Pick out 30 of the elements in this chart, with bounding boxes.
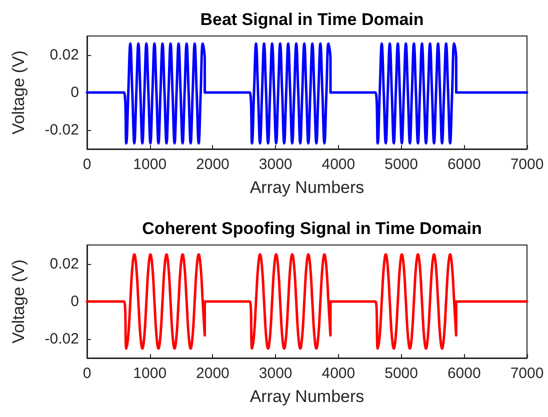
y-tick-label: -0.02 — [44, 122, 79, 139]
x-axis-title: Array Numbers — [250, 386, 364, 406]
x-tick-label: 6000 — [447, 364, 481, 382]
x-tick-label: 4000 — [322, 156, 356, 173]
chart-title: Beat Signal in Time Domain — [200, 10, 424, 29]
y-tick-label: 0.02 — [50, 46, 79, 64]
x-tick-label: 2000 — [196, 364, 230, 382]
x-tick-label: 5000 — [384, 364, 418, 382]
chart-title: Coherent Spoofing Signal in Time Domain — [142, 218, 482, 238]
x-axis-title: Array Numbers — [250, 178, 364, 197]
line-series — [86, 252, 528, 350]
y-tick-label: 0.02 — [50, 254, 79, 272]
x-tick-label: 0 — [82, 156, 92, 173]
x-tick-label: 7000 — [510, 156, 544, 173]
x-tick-label: 6000 — [447, 156, 481, 173]
x-tick-label: 3000 — [258, 364, 292, 382]
y-tick-label: 0 — [70, 84, 79, 101]
x-tick-label: 1000 — [133, 156, 167, 173]
y-tick-label: -0.02 — [44, 330, 79, 348]
y-tick-label: 0 — [70, 292, 79, 310]
x-tick-label: 1000 — [133, 364, 167, 382]
x-tick-label: 2000 — [196, 156, 230, 173]
x-tick-label: 7000 — [510, 364, 544, 382]
x-tick-label: 5000 — [384, 156, 418, 173]
x-tick-label: 0 — [82, 364, 92, 382]
x-tick-label: 4000 — [322, 364, 356, 382]
line-series — [86, 42, 528, 145]
x-tick-label: 3000 — [258, 156, 292, 173]
y-axis-title: Voltage (V) — [9, 50, 28, 135]
y-axis-title: Voltage (V) — [9, 258, 28, 344]
